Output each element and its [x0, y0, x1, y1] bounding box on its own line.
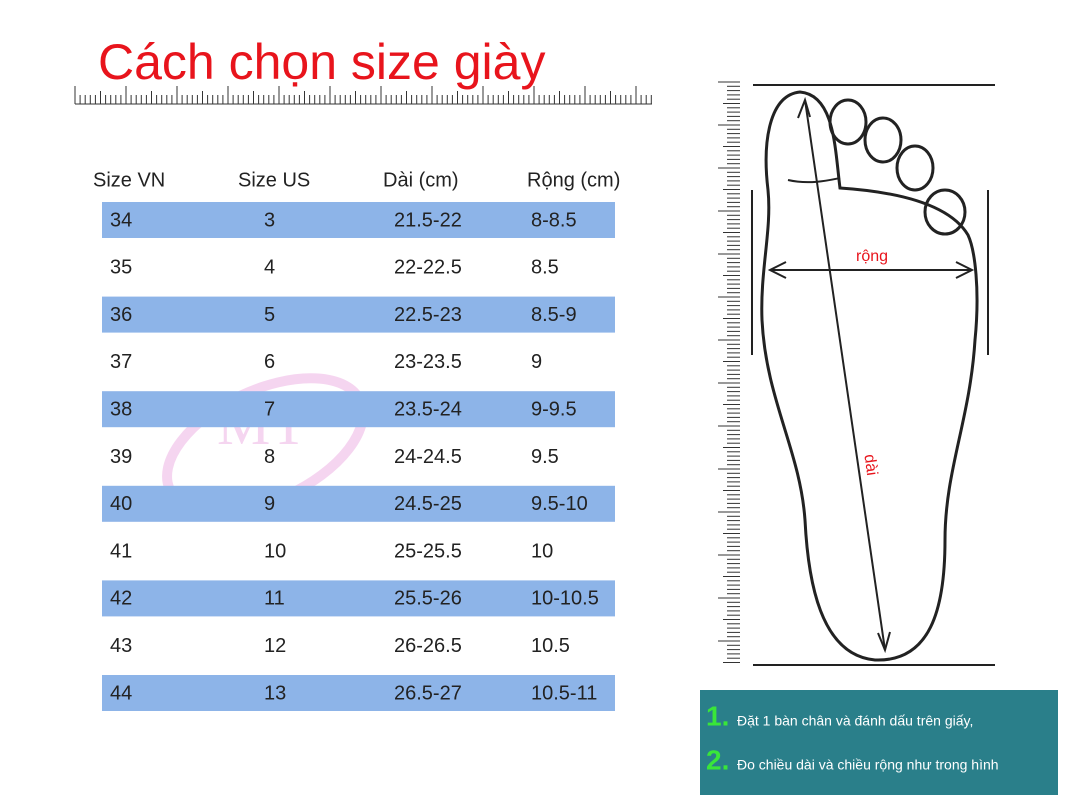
step-number: 2.: [706, 744, 729, 775]
cell: 35: [110, 257, 132, 279]
cell: 10-10.5: [531, 588, 599, 610]
cell: 24-24.5: [394, 446, 462, 468]
row-band: [102, 675, 615, 711]
column-header: Size US: [238, 169, 310, 191]
cell: 9: [264, 493, 275, 515]
cell: 36: [110, 304, 132, 326]
cell: 4: [264, 257, 275, 279]
cell: 9-9.5: [531, 398, 577, 420]
cell: 13: [264, 682, 286, 704]
cell: 41: [110, 540, 132, 562]
cell: 42: [110, 588, 132, 610]
cell: 26.5-27: [394, 682, 462, 704]
row-band: [102, 580, 615, 617]
foot-diagram: [751, 84, 995, 666]
cell: 10: [531, 540, 553, 562]
cell: 37: [110, 351, 132, 373]
cell: 10: [264, 540, 286, 562]
cell: 22-22.5: [394, 257, 462, 279]
cell: 44: [110, 682, 132, 704]
column-header: Dài (cm): [383, 169, 459, 191]
cell: 8-8.5: [531, 209, 577, 231]
cell: 3: [264, 209, 275, 231]
cell: 9.5: [531, 446, 559, 468]
title: Cách chọn size giày: [98, 34, 545, 90]
cell: 21.5-22: [394, 209, 462, 231]
cell: 24.5-25: [394, 493, 462, 515]
step-text: Đặt 1 bàn chân và đánh dấu trên giấy,: [737, 713, 973, 729]
cell: 39: [110, 446, 132, 468]
cell: 23-23.5: [394, 351, 462, 373]
table: Size VN Size US Dài (cm) Rộng (cm)34 3 21.5-2…: [93, 169, 620, 711]
cell: 10.5: [531, 635, 570, 657]
cell: 8: [264, 446, 275, 468]
row-band: [102, 391, 615, 428]
cell: 12: [264, 635, 286, 657]
step-number: 1.: [706, 700, 729, 731]
row-band: [102, 485, 615, 522]
cell: 9.5-10: [531, 493, 588, 515]
cell: 11: [264, 588, 285, 610]
cell: 26-26.5: [394, 635, 462, 657]
ruler: [74, 86, 652, 105]
cell: 8.5: [531, 257, 559, 279]
cell: 25.5-26: [394, 588, 462, 610]
column-header: Rộng (cm): [527, 169, 620, 191]
cell: 25-25.5: [394, 540, 462, 562]
cell: 10.5-11: [531, 682, 597, 704]
cell: 34: [110, 209, 132, 231]
cell: 43: [110, 635, 132, 657]
cell: 6: [264, 351, 275, 373]
step-text: Đo chiều dài và chiều rộng như trong hìn…: [737, 757, 999, 773]
instruction-box: [700, 690, 1058, 795]
cell: 23.5-24: [394, 398, 462, 420]
cell: 38: [110, 398, 132, 420]
row-band: [102, 202, 615, 238]
cell: 7: [264, 398, 275, 420]
cell: 9: [531, 351, 542, 373]
length-label: dài: [860, 453, 880, 477]
cell: 8.5-9: [531, 304, 577, 326]
ruler: [718, 81, 740, 663]
cell: 5: [264, 304, 275, 326]
cell: 40: [110, 493, 132, 515]
row-band: [102, 296, 615, 333]
width-label: rộng: [856, 248, 888, 265]
cell: 22.5-23: [394, 304, 462, 326]
column-header: Size VN: [93, 169, 165, 191]
